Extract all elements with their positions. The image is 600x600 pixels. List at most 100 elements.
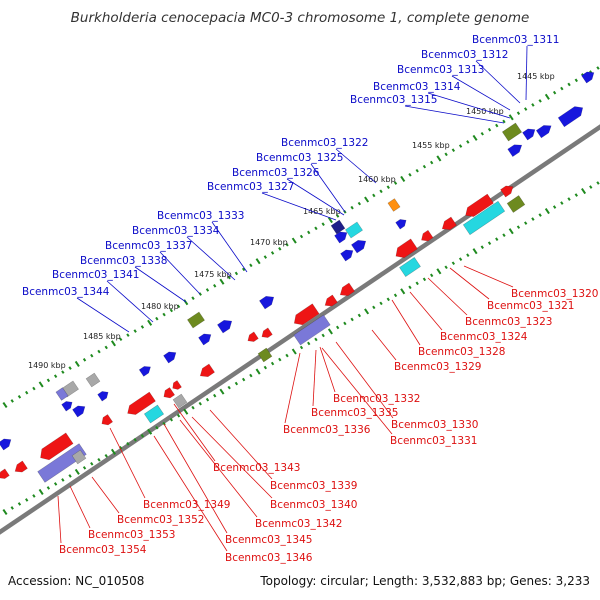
minus-gene-arrow[interactable]	[0, 468, 10, 481]
minus-gene-arrow[interactable]	[13, 460, 28, 475]
minus-gene-arrow[interactable]	[500, 183, 516, 198]
minus-gene-arrow[interactable]	[197, 363, 215, 380]
minus-gene-label[interactable]: Bcenmc03_1340	[270, 499, 357, 511]
minus-gene-label[interactable]: Bcenmc03_1335	[311, 407, 398, 419]
minus-gene-arrow[interactable]	[170, 380, 182, 391]
minus-gene-label[interactable]: Bcenmc03_1336	[283, 424, 371, 436]
minus-gene-label[interactable]: Bcenmc03_1324	[440, 331, 528, 343]
feature-box[interactable]	[330, 219, 346, 235]
minus-gene-arrow[interactable]	[161, 387, 176, 400]
plus-gene-label[interactable]: Bcenmc03_1326	[232, 167, 320, 179]
plus-gene-label[interactable]: Bcenmc03_1333	[157, 210, 244, 222]
minus-gene-label[interactable]: Bcenmc03_1330	[391, 419, 478, 431]
feature-box[interactable]	[71, 449, 87, 465]
plus-gene-arrow[interactable]	[535, 122, 553, 139]
inner-tick-mark	[213, 393, 217, 398]
inner-tick-mark	[299, 345, 304, 350]
feature-box[interactable]	[257, 347, 273, 363]
minus-gene-label[interactable]: Bcenmc03_1321	[487, 300, 574, 312]
feature-box[interactable]	[172, 393, 188, 409]
minus-gene-arrow[interactable]	[439, 216, 457, 233]
minus-gene-label[interactable]: Bcenmc03_1343	[213, 462, 300, 474]
inner-tick-mark	[415, 281, 419, 286]
plus-gene-arrow[interactable]	[395, 217, 409, 230]
minus-gene-arrow[interactable]	[291, 303, 320, 328]
feature-box[interactable]	[501, 122, 523, 142]
minus-gene-arrow[interactable]	[99, 414, 114, 427]
minus-gene-arrow[interactable]	[393, 238, 418, 261]
inner-tick-mark	[589, 185, 593, 189]
feature-box[interactable]	[387, 198, 401, 212]
minus-gene-arrow[interactable]	[337, 282, 355, 299]
outer-tick-mark	[97, 349, 101, 354]
outer-tick-mark	[508, 114, 514, 121]
accession-label: Accession:	[8, 574, 72, 588]
plus-gene-arrow[interactable]	[217, 317, 234, 334]
plus-gene-label[interactable]: Bcenmc03_1337	[105, 240, 192, 252]
minus-gene-arrow[interactable]	[37, 432, 74, 463]
feature-box[interactable]	[506, 195, 526, 213]
plus-gene-label[interactable]: Bcenmc03_1341	[52, 269, 139, 281]
feature-box[interactable]	[462, 200, 506, 236]
outer-tick-mark	[538, 99, 542, 103]
outer-tick-mark	[350, 205, 354, 210]
minus-gene-arrow[interactable]	[260, 327, 273, 340]
feature-box[interactable]	[143, 404, 165, 424]
inner-tick-mark	[198, 401, 202, 406]
minus-gene-label[interactable]: Bcenmc03_1342	[255, 518, 342, 530]
plus-gene-label[interactable]: Bcenmc03_1312	[421, 49, 508, 61]
feature-box[interactable]	[399, 257, 421, 277]
feature-box[interactable]	[293, 314, 331, 346]
minus-gene-label[interactable]: Bcenmc03_1323	[465, 316, 552, 328]
feature-box[interactable]	[37, 443, 87, 483]
plus-gene-arrow[interactable]	[340, 247, 356, 262]
minus-gene-arrow[interactable]	[246, 331, 259, 344]
plus-gene-label[interactable]: Bcenmc03_1314	[373, 81, 461, 93]
plus-gene-arrow[interactable]	[138, 364, 153, 377]
inner-tick-mark	[147, 428, 153, 435]
plus-gene-label[interactable]: Bcenmc03_1338	[80, 255, 167, 267]
minus-gene-label[interactable]: Bcenmc03_1353	[88, 529, 175, 541]
plus-gene-arrow[interactable]	[198, 331, 214, 346]
plus-gene-label[interactable]: Bcenmc03_1344	[22, 286, 110, 298]
feature-box[interactable]	[55, 387, 69, 401]
minus-gene-label[interactable]: Bcenmc03_1332	[333, 393, 420, 405]
plus-gene-arrow[interactable]	[507, 141, 525, 157]
minus-gene-arrow[interactable]	[124, 391, 156, 418]
plus-gene-arrow[interactable]	[259, 293, 276, 310]
minus-gene-label[interactable]: Bcenmc03_1346	[225, 552, 313, 564]
minus-gene-label[interactable]: Bcenmc03_1345	[225, 534, 312, 546]
plus-gene-label[interactable]: Bcenmc03_1322	[281, 137, 368, 149]
feature-box[interactable]	[85, 372, 101, 388]
gene-leader-line	[261, 192, 337, 221]
plus-gene-label[interactable]: Bcenmc03_1325	[256, 152, 343, 164]
plus-gene-label[interactable]: Bcenmc03_1315	[350, 94, 437, 106]
feature-box[interactable]	[187, 311, 205, 329]
plus-gene-arrow[interactable]	[0, 436, 13, 451]
plus-gene-arrow[interactable]	[557, 103, 586, 128]
minus-gene-label[interactable]: Bcenmc03_1354	[59, 544, 147, 556]
minus-gene-label[interactable]: Bcenmc03_1349	[143, 499, 230, 511]
plus-gene-arrow[interactable]	[72, 403, 88, 418]
plus-gene-arrow[interactable]	[334, 229, 350, 244]
plus-gene-label[interactable]: Bcenmc03_1334	[132, 225, 220, 237]
minus-gene-label[interactable]: Bcenmc03_1320	[511, 288, 598, 300]
plus-gene-arrow[interactable]	[522, 126, 538, 141]
minus-gene-label[interactable]: Bcenmc03_1329	[394, 361, 481, 373]
plus-gene-arrow[interactable]	[61, 399, 75, 412]
plus-gene-label[interactable]: Bcenmc03_1313	[397, 64, 484, 76]
minus-gene-label[interactable]: Bcenmc03_1331	[390, 435, 477, 447]
plus-gene-arrow[interactable]	[163, 349, 179, 364]
minus-gene-arrow[interactable]	[323, 294, 338, 309]
feature-box[interactable]	[345, 221, 363, 239]
minus-gene-label[interactable]: Bcenmc03_1352	[117, 514, 204, 526]
plus-gene-label[interactable]: Bcenmc03_1327	[207, 181, 294, 193]
minus-gene-label[interactable]: Bcenmc03_1339	[270, 480, 357, 492]
plus-gene-arrow[interactable]	[351, 237, 368, 254]
minus-gene-arrow[interactable]	[462, 193, 494, 220]
plus-gene-arrow[interactable]	[581, 69, 597, 84]
minus-gene-arrow[interactable]	[419, 229, 434, 244]
minus-gene-label[interactable]: Bcenmc03_1328	[418, 346, 505, 358]
plus-gene-label[interactable]: Bcenmc03_1311	[472, 34, 559, 46]
plus-gene-arrow[interactable]	[97, 389, 111, 402]
